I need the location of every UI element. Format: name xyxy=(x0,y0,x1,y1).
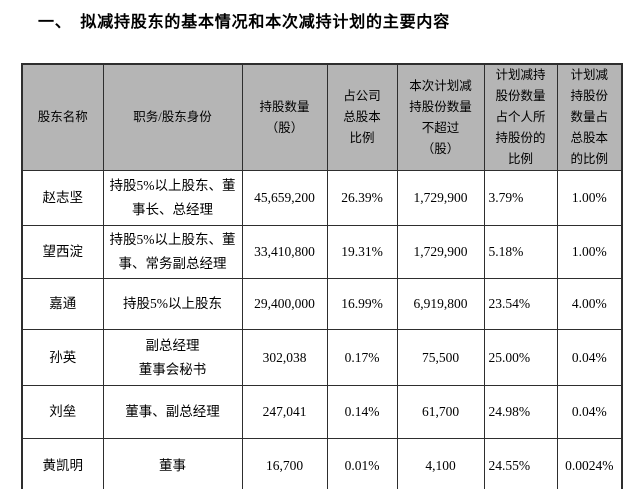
shareholders-table: 股东名称 职务/股东身份 持股数量 （股） 占公司 总股本 比例 本次计划减 持… xyxy=(21,63,623,489)
pct-of-capital-cell: 1.00% xyxy=(556,225,623,279)
table-row: 刘垒 董事、副总经理 247,041 0.14% 61,700 24.98% 0… xyxy=(21,385,623,439)
position-cell: 持股5%以上股东、董事长、总经理 xyxy=(102,170,243,226)
shares-held-cell: 16,700 xyxy=(241,438,328,489)
col-header-shares-held: 持股数量 （股） xyxy=(241,63,328,171)
shares-held-cell: 302,038 xyxy=(241,329,328,386)
shares-held-cell: 45,659,200 xyxy=(241,170,328,226)
pct-of-capital-cell: 0.04% xyxy=(556,385,623,439)
pct-of-capital-cell: 4.00% xyxy=(556,278,623,330)
pct-of-total-cell: 26.39% xyxy=(326,170,398,226)
planned-reduction-cell: 75,500 xyxy=(396,329,485,386)
shares-held-cell: 29,400,000 xyxy=(241,278,328,330)
table-row: 孙英 副总经理 董事会秘书 302,038 0.17% 75,500 25.00… xyxy=(21,329,623,386)
pct-of-personal-cell: 24.55% xyxy=(483,438,558,489)
planned-reduction-cell: 1,729,900 xyxy=(396,170,485,226)
position-cell: 董事、副总经理 xyxy=(102,385,243,439)
section-title: 一、 拟减持股东的基本情况和本次减持计划的主要内容 xyxy=(38,14,451,31)
pct-of-personal-cell: 3.79% xyxy=(483,170,558,226)
table-row: 望西淀 持股5%以上股东、董事、常务副总经理 33,410,800 19.31%… xyxy=(21,225,623,279)
shareholder-name-cell: 望西淀 xyxy=(21,225,104,279)
shares-held-cell: 33,410,800 xyxy=(241,225,328,279)
col-header-pct-of-personal: 计划减持 股份数量 占个人所 持股份的 比例 xyxy=(483,63,558,171)
pct-of-personal-cell: 5.18% xyxy=(483,225,558,279)
col-header-pct-of-capital: 计划减 持股份 数量占 总股本 的比例 xyxy=(556,63,623,171)
col-header-shareholder-name: 股东名称 xyxy=(21,63,104,171)
shareholder-name-cell: 刘垒 xyxy=(21,385,104,439)
planned-reduction-cell: 6,919,800 xyxy=(396,278,485,330)
position-cell: 持股5%以上股东、董事、常务副总经理 xyxy=(102,225,243,279)
shareholder-name-cell: 嘉通 xyxy=(21,278,104,330)
pct-of-capital-cell: 0.04% xyxy=(556,329,623,386)
table-header-row: 股东名称 职务/股东身份 持股数量 （股） 占公司 总股本 比例 本次计划减 持… xyxy=(21,63,623,171)
table-row: 嘉通 持股5%以上股东 29,400,000 16.99% 6,919,800 … xyxy=(21,278,623,330)
pct-of-total-cell: 0.14% xyxy=(326,385,398,439)
pct-of-personal-cell: 25.00% xyxy=(483,329,558,386)
position-cell: 董事 xyxy=(102,438,243,489)
shareholder-name-cell: 赵志坚 xyxy=(21,170,104,226)
shares-held-cell: 247,041 xyxy=(241,385,328,439)
planned-reduction-cell: 4,100 xyxy=(396,438,485,489)
table-row: 黄凯明 董事 16,700 0.01% 4,100 24.55% 0.0024% xyxy=(21,438,623,489)
pct-of-capital-cell: 1.00% xyxy=(556,170,623,226)
pct-of-total-cell: 19.31% xyxy=(326,225,398,279)
pct-of-total-cell: 0.17% xyxy=(326,329,398,386)
col-header-position: 职务/股东身份 xyxy=(102,63,243,171)
position-cell: 副总经理 董事会秘书 xyxy=(102,329,243,386)
pct-of-capital-cell: 0.0024% xyxy=(556,438,623,489)
pct-of-personal-cell: 24.98% xyxy=(483,385,558,439)
planned-reduction-cell: 61,700 xyxy=(396,385,485,439)
pct-of-personal-cell: 23.54% xyxy=(483,278,558,330)
planned-reduction-cell: 1,729,900 xyxy=(396,225,485,279)
position-cell: 持股5%以上股东 xyxy=(102,278,243,330)
col-header-pct-of-total: 占公司 总股本 比例 xyxy=(326,63,398,171)
shareholder-name-cell: 孙英 xyxy=(21,329,104,386)
table-row: 赵志坚 持股5%以上股东、董事长、总经理 45,659,200 26.39% 1… xyxy=(21,170,623,226)
pct-of-total-cell: 0.01% xyxy=(326,438,398,489)
shareholder-name-cell: 黄凯明 xyxy=(21,438,104,489)
pct-of-total-cell: 16.99% xyxy=(326,278,398,330)
col-header-planned-reduction: 本次计划减 持股份数量 不超过 （股） xyxy=(396,63,485,171)
